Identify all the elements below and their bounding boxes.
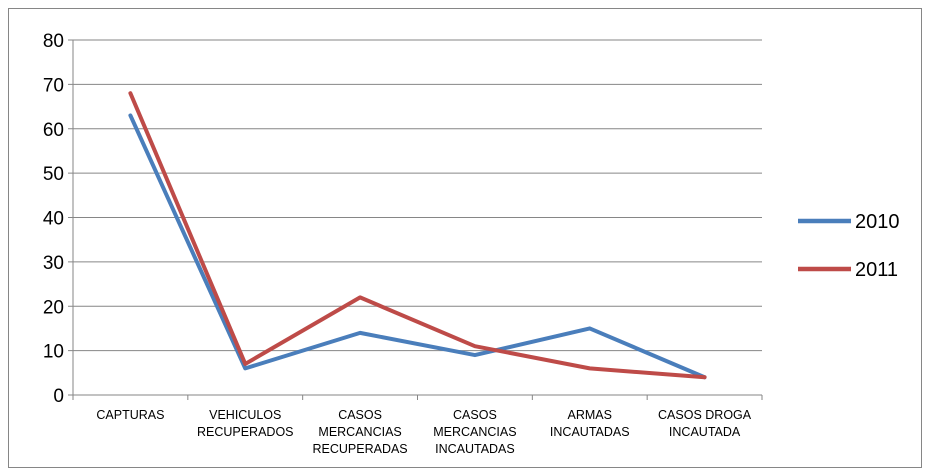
x-tick-label: CASOS MERCANCIAS RECUPERADAS [312,408,407,456]
y-tick-label: 0 [53,386,64,407]
x-tick-label: CASOS MERCANCIAS INCAUTADAS [433,408,516,456]
series-lines [128,91,707,380]
series-line-2011 [128,91,707,380]
y-tick-label: 70 [43,75,64,96]
y-tick-label: 20 [43,297,64,318]
x-tick-label: VEHICULOS RECUPERADOS [197,408,294,439]
gridlines [73,39,762,352]
y-tick-label: 60 [43,120,64,141]
y-tick-label: 10 [43,342,64,363]
y-tick-label: 40 [43,209,64,230]
legend-label-2011: 2011 [855,259,898,281]
y-tick-label: 50 [43,164,64,185]
y-tick-label: 80 [43,31,64,52]
x-tick-labels: CAPTURAS VEHICULOS RECUPERADOS CASOS MERCANC… [96,408,751,456]
x-tick-label: ARMAS INCAUTADAS [550,408,630,439]
legend: 2010 2011 [798,211,900,281]
y-tick-label: 30 [43,253,64,274]
x-tick-label: CAPTURAS [96,408,164,422]
y-tick-labels: 0 10 20 30 40 50 60 70 80 [43,31,64,407]
legend-label-2010: 2010 [855,211,900,233]
series-line-2010 [128,113,707,380]
x-tick-label: CASOS DROGA INCAUTADA [658,408,752,439]
axes [68,39,763,400]
